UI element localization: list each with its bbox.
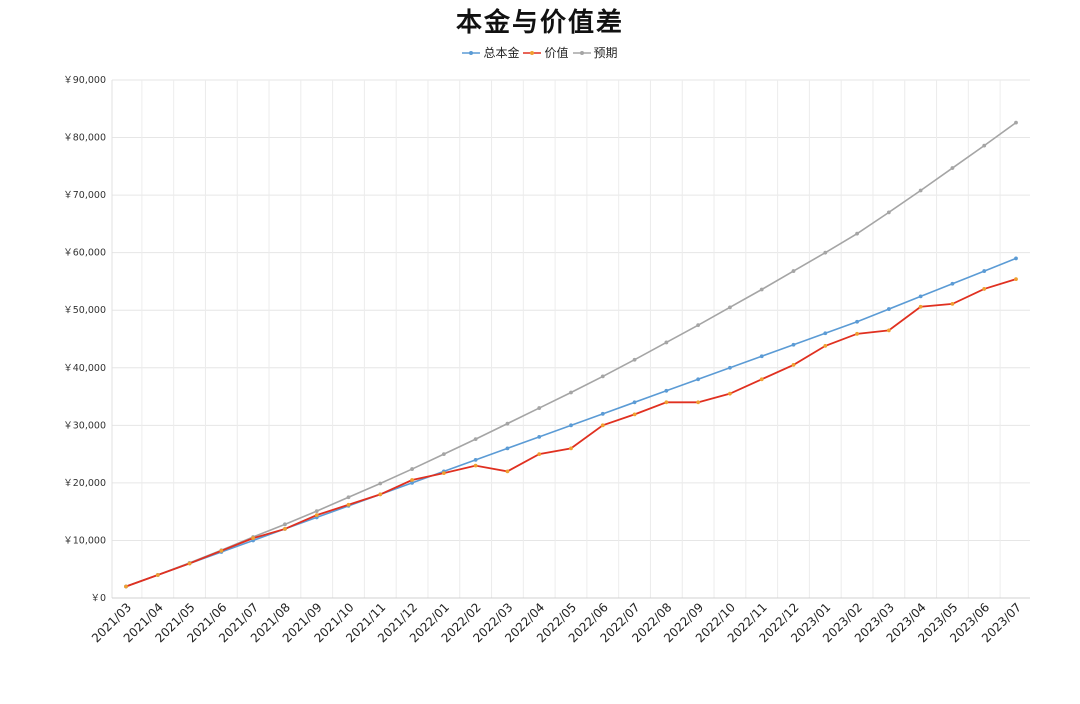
series-point: [600, 423, 605, 428]
series-point: [378, 492, 383, 497]
chart-title: 本金与价值差: [455, 8, 624, 38]
series-point: [219, 548, 224, 553]
series-point: [155, 573, 160, 577]
series-point: [759, 287, 764, 292]
y-tick-label: ￥80,000: [63, 133, 106, 144]
series-point: [346, 502, 351, 507]
series-point: [918, 304, 923, 309]
series-point: [950, 281, 955, 286]
series-point: [283, 527, 287, 531]
series-point: [664, 400, 669, 405]
legend-label: 预期: [593, 46, 618, 60]
series-point: [918, 188, 923, 193]
series-point: [1014, 256, 1018, 261]
y-tick-label: ￥0: [90, 593, 106, 604]
series-point: [569, 423, 573, 428]
y-tick-label: ￥70,000: [63, 190, 106, 201]
legend-item-2: 价值: [523, 44, 569, 61]
series-point: [791, 363, 796, 367]
series-point: [759, 354, 764, 359]
series-point: [696, 377, 701, 382]
series-point: [537, 434, 542, 439]
y-tick-label: ￥40,000: [63, 363, 106, 374]
series-point: [505, 421, 510, 426]
y-tick-label: ￥20,000: [63, 478, 106, 489]
series-point: [473, 463, 478, 468]
series-point: [728, 391, 732, 396]
series-point: [505, 469, 510, 474]
series-line-1: [125, 257, 1017, 588]
series-point: [632, 357, 637, 362]
series-point: [410, 467, 414, 471]
series-point: [886, 328, 891, 333]
y-tick-label: ￥60,000: [63, 248, 106, 259]
series-point: [600, 411, 605, 416]
series-point: [124, 584, 128, 589]
legend-label: 价值: [544, 46, 569, 60]
series-point: [759, 377, 764, 382]
series-point: [886, 307, 891, 311]
series-point: [855, 319, 859, 324]
series-point: [982, 269, 987, 273]
y-tick-label: ￥30,000: [63, 420, 106, 431]
series-point: [410, 478, 414, 482]
series-point: [600, 374, 605, 379]
y-tick-label: ￥90,000: [63, 75, 106, 86]
series-point: [886, 210, 891, 215]
series-point: [791, 269, 796, 273]
series-point: [537, 406, 542, 410]
series-point: [696, 400, 701, 405]
series-point: [505, 446, 510, 451]
y-tick-label: ￥10,000: [63, 535, 106, 546]
legend-label: 总本金: [483, 46, 520, 60]
series-point: [664, 388, 669, 393]
series-point: [569, 390, 573, 395]
series-point: [1014, 120, 1018, 125]
series-point: [441, 471, 446, 476]
series-point: [441, 452, 446, 457]
series-point: [823, 344, 828, 348]
series-point: [950, 301, 955, 306]
legend-swatch: [523, 50, 542, 55]
series-point: [950, 166, 955, 170]
series-point: [855, 231, 859, 236]
series-point: [791, 342, 796, 347]
legend-swatch: [462, 50, 481, 55]
series-point: [410, 480, 414, 485]
series-point: [251, 536, 256, 541]
y-tick-label: ￥50,000: [63, 305, 106, 316]
series-line-3: [125, 121, 1017, 588]
series-point: [346, 495, 351, 500]
legend-item-3: 预期: [572, 44, 618, 61]
series-point: [632, 400, 637, 405]
series-point: [473, 437, 478, 442]
series-point: [982, 143, 987, 148]
series-point: [823, 331, 828, 336]
series-point: [314, 509, 319, 513]
series-point: [664, 340, 669, 345]
series-point: [696, 323, 701, 328]
series-point: [378, 481, 383, 486]
series-point: [569, 446, 573, 451]
series-point: [823, 250, 828, 255]
series-point: [187, 561, 192, 566]
series-point: [1014, 277, 1018, 282]
series-point: [537, 452, 542, 457]
legend-swatch: [572, 50, 591, 55]
series-point: [918, 294, 923, 299]
series-point: [982, 287, 987, 291]
series-point: [728, 365, 732, 370]
series-point: [283, 522, 287, 527]
series-point: [632, 412, 637, 417]
series-point: [314, 513, 319, 518]
legend: 总本金 价值 预期: [0, 44, 1080, 61]
series-point: [728, 305, 732, 310]
series-point: [473, 457, 478, 462]
series-point: [855, 331, 859, 336]
legend-item-1: 总本金: [462, 44, 519, 61]
